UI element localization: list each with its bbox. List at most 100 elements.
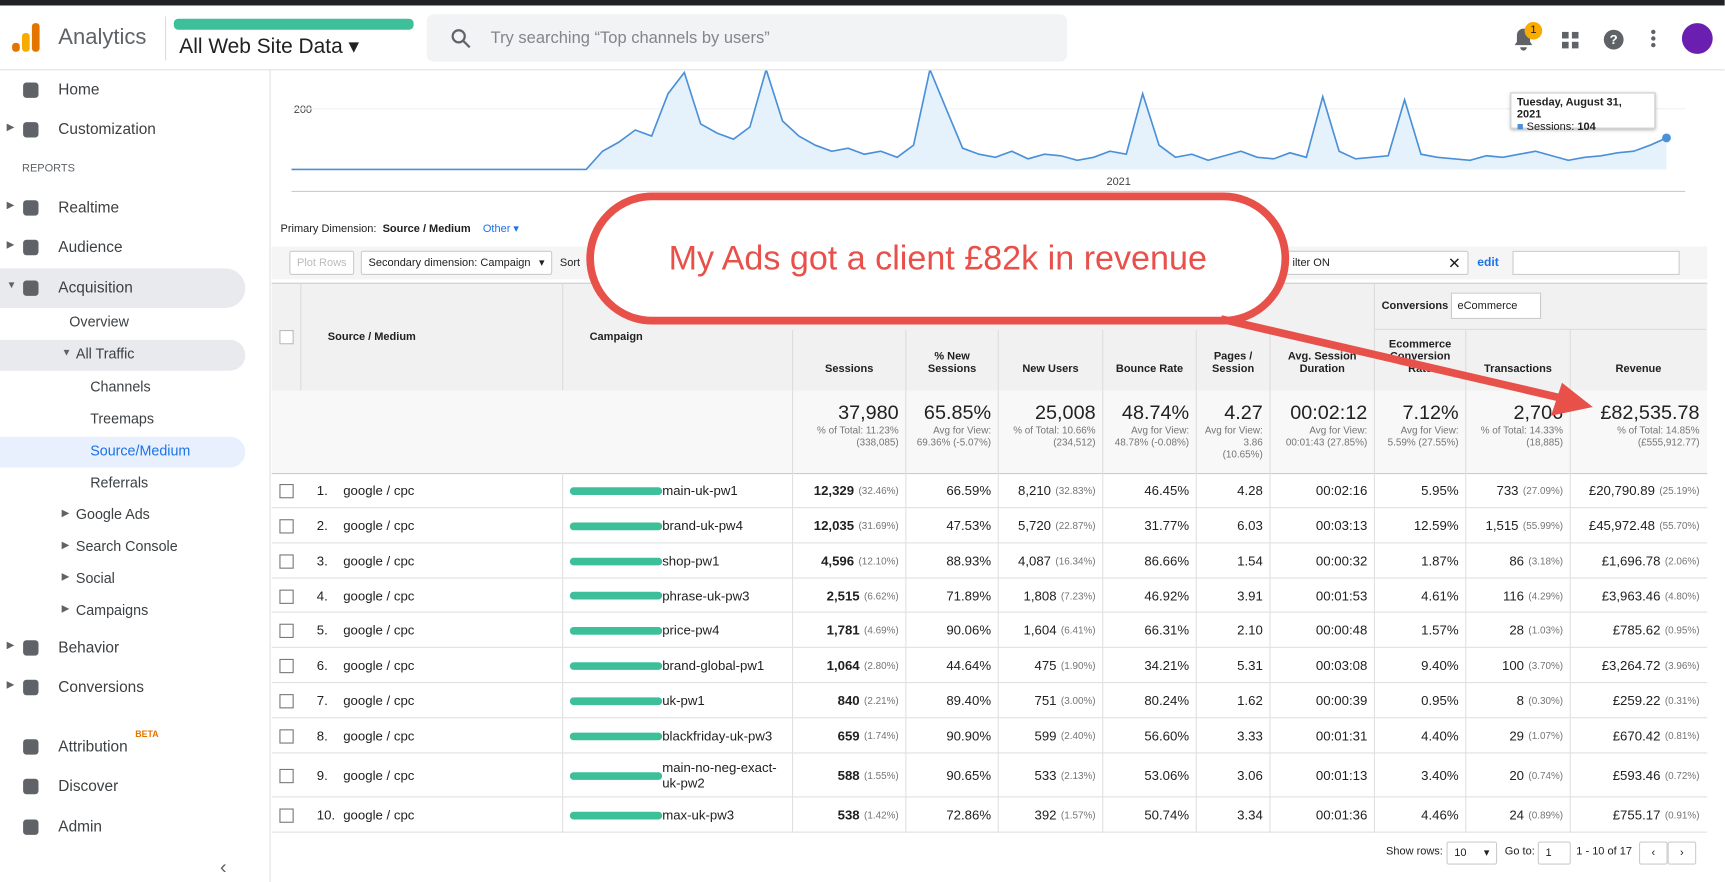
column-header[interactable]: Avg. Session Duration — [1269, 330, 1374, 391]
view-switcher[interactable] — [1512, 250, 1680, 275]
source-medium[interactable]: google / cpc — [343, 657, 415, 674]
nav-item[interactable]: Google Ads — [75, 506, 150, 523]
checkbox[interactable] — [279, 484, 294, 499]
redaction — [569, 557, 663, 565]
total-value: 00:02:12 — [1290, 401, 1368, 424]
property-selector[interactable]: All Web Site Data ▾ — [179, 35, 360, 59]
source-medium[interactable]: google / cpc — [343, 767, 415, 784]
column-header[interactable]: New Users — [997, 330, 1103, 391]
column-header[interactable]: Bounce Rate — [1102, 330, 1196, 391]
edit-link[interactable]: edit — [1477, 256, 1499, 270]
metric-value: 12,329 — [813, 482, 855, 499]
source-medium[interactable]: google / cpc — [343, 807, 415, 823]
cell: 00:00:32 — [1269, 543, 1374, 579]
filter-input[interactable]: ilter ON ✕ — [1284, 250, 1469, 275]
column-header[interactable]: Campaign — [562, 282, 792, 391]
nav-item[interactable]: Realtime — [58, 198, 120, 216]
primary-label: Primary Dimension: — [280, 223, 377, 236]
nav-item[interactable]: Referrals — [90, 474, 149, 491]
column-header[interactable]: Ecommerce Conversion Rate — [1373, 330, 1465, 391]
divider — [165, 16, 167, 61]
source-medium[interactable]: google / cpc — [343, 482, 415, 499]
source-medium[interactable]: google / cpc — [343, 518, 415, 534]
checkbox[interactable] — [279, 658, 294, 674]
metric-value: 12,035 — [813, 518, 855, 534]
nav-item[interactable]: Admin — [58, 817, 102, 835]
goto-input[interactable]: 1 — [1537, 841, 1571, 865]
column-header[interactable]: Transactions — [1465, 330, 1570, 391]
campaign[interactable]: phrase-uk-pw3 — [662, 587, 750, 604]
nav-item[interactable]: Conversions — [58, 677, 144, 696]
cell: 00:02:16 — [1269, 473, 1374, 509]
nav-item[interactable]: Audience — [58, 237, 123, 256]
other-link[interactable]: Other — [482, 223, 511, 236]
campaign[interactable]: uk-pw1 — [662, 693, 705, 709]
nav-item[interactable]: Source/Medium — [90, 442, 191, 459]
campaign[interactable]: main-uk-pw1 — [662, 482, 738, 499]
column-header[interactable]: % New Sessions — [905, 330, 997, 391]
source-medium[interactable]: google / cpc — [343, 553, 415, 569]
checkbox[interactable] — [279, 589, 294, 604]
metric-value: 00:00:39 — [1315, 693, 1368, 709]
nav-item[interactable]: Search Console — [75, 537, 178, 555]
primary-value[interactable]: Source / Medium — [382, 223, 471, 236]
nav-item[interactable]: Channels — [90, 378, 151, 395]
nav-item[interactable]: All Traffic — [75, 345, 135, 362]
metric-value: 00:00:32 — [1315, 553, 1368, 569]
plot-rows[interactable]: Plot Rows — [289, 250, 355, 275]
metric-percent: (2.80%) — [864, 660, 899, 671]
nav-item[interactable]: Customization — [58, 119, 156, 138]
checkbox[interactable] — [279, 519, 294, 534]
expander: ▶ — [6, 121, 15, 132]
nav-item[interactable]: Overview — [69, 313, 129, 331]
metric-value: 28 — [1509, 622, 1525, 638]
collapse[interactable]: ‹ — [220, 855, 227, 878]
checkbox[interactable] — [279, 554, 294, 569]
nav-item[interactable]: Campaigns — [75, 601, 149, 619]
cell: 1,064 (2.80%) — [792, 647, 905, 684]
campaign[interactable]: brand-uk-pw4 — [662, 518, 743, 534]
cell: 4. google / cpc — [300, 579, 562, 613]
nav-item[interactable]: Acquisition — [58, 278, 133, 296]
checkbox[interactable] — [279, 623, 294, 638]
metric-percent: (1.07%) — [1528, 730, 1564, 742]
column-header[interactable]: Source / Medium — [300, 282, 562, 391]
campaign[interactable]: shop-pw1 — [662, 553, 720, 569]
column-header[interactable]: Pages / Session — [1195, 330, 1270, 391]
rows-select[interactable]: 10 ▾ — [1446, 841, 1498, 865]
column-header[interactable]: Sessions — [792, 330, 905, 391]
campaign[interactable]: blackfriday-uk-pw3 — [662, 728, 773, 744]
metric-value: 588 — [837, 767, 860, 784]
cell: 00:03:08 — [1269, 647, 1374, 684]
campaign[interactable]: brand-global-pw1 — [662, 657, 765, 674]
nav-item[interactable]: Attribution — [58, 737, 128, 755]
nav-item[interactable]: Social — [75, 569, 115, 587]
sort[interactable]: Sort — [559, 257, 581, 270]
column-header[interactable]: Revenue — [1569, 330, 1706, 391]
nav-item[interactable]: Behavior — [58, 638, 120, 656]
nav-item[interactable]: Home — [58, 80, 100, 98]
nav-item[interactable]: Treemaps — [90, 410, 155, 427]
nav-icon — [23, 200, 39, 216]
nav-item[interactable]: Discover — [58, 776, 119, 795]
source-medium[interactable]: google / cpc — [343, 587, 415, 604]
search-box[interactable]: Try searching “Top channels by users” — [426, 14, 1067, 62]
campaign[interactable]: max-uk-pw3 — [662, 807, 735, 823]
checkbox[interactable] — [279, 694, 294, 709]
campaign[interactable]: main-no-neg-exact-uk-pw2 — [662, 760, 777, 791]
metric-percent: (0.89%) — [1528, 809, 1564, 821]
avatar[interactable] — [1681, 23, 1713, 54]
checkbox[interactable] — [279, 808, 294, 823]
source-medium[interactable]: google / cpc — [343, 728, 415, 744]
checkbox[interactable] — [279, 729, 294, 744]
next-page[interactable]: › — [1667, 841, 1697, 865]
source-medium[interactable]: google / cpc — [343, 622, 415, 638]
source-medium[interactable]: google / cpc — [343, 693, 415, 709]
metric-value: 88.93% — [946, 553, 992, 569]
prev-page[interactable]: ‹ — [1639, 841, 1668, 865]
campaign[interactable]: price-pw4 — [662, 622, 720, 638]
checkbox[interactable] — [279, 330, 294, 345]
checkbox[interactable] — [279, 768, 294, 784]
secondary-dimension[interactable]: Secondary dimension: Campaign ▾ — [360, 250, 553, 275]
group-select[interactable]: eCommerce — [1450, 292, 1542, 319]
